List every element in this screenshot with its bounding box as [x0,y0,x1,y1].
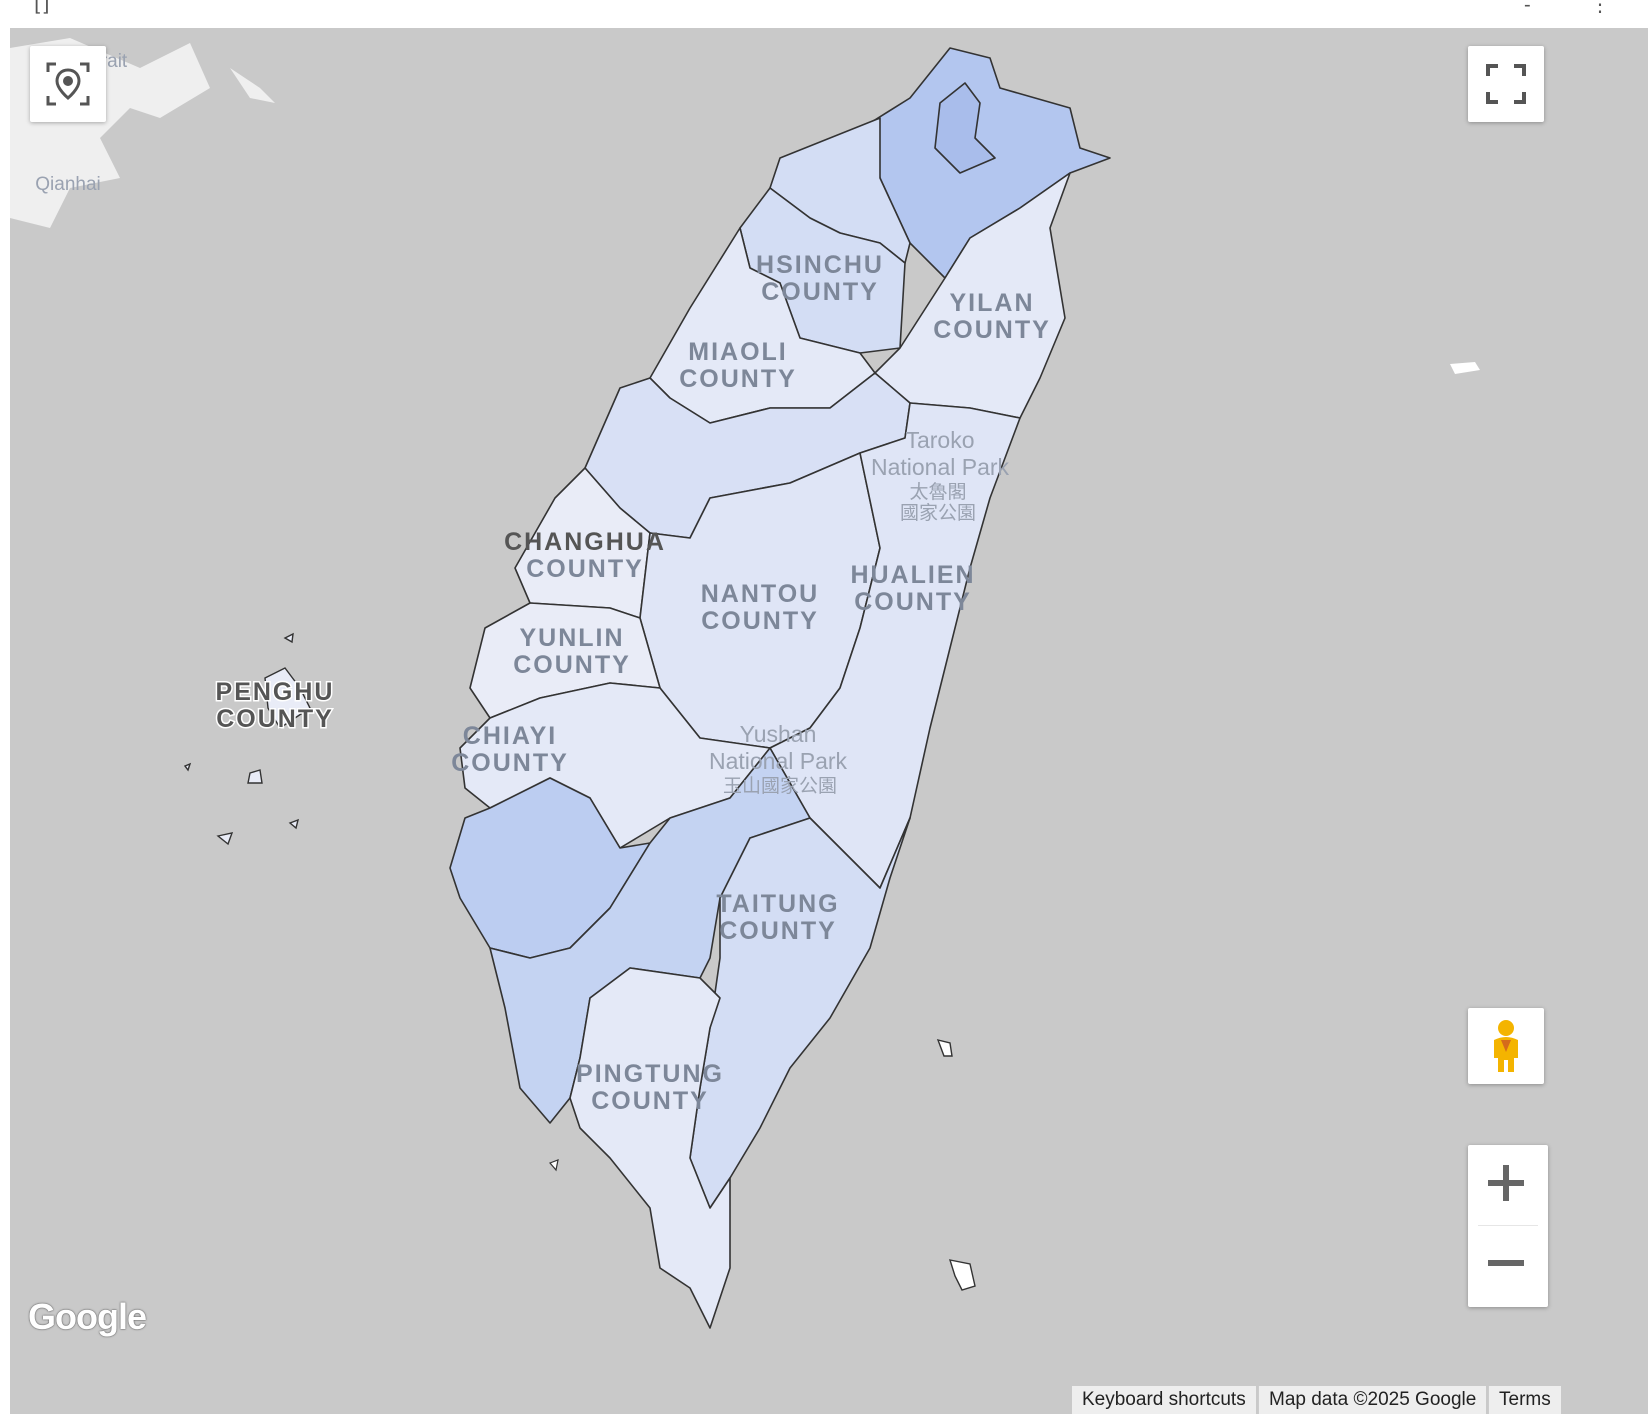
zoom-in-button[interactable] [1468,1145,1548,1225]
street-view-pegman-button[interactable] [1468,1008,1544,1084]
zoom-out-button[interactable] [1468,1225,1548,1305]
plus-icon [1488,1165,1524,1201]
label-miaoli-line2: COUNTY [679,365,797,393]
islet [230,68,275,103]
region-taipei[interactable] [934,82,996,174]
label-yushan-line3: 玉山國家公園 [723,775,837,797]
liuqiu-island [548,1159,559,1172]
label-taroko-line1: Taroko [905,427,974,453]
zoom-separator [1478,1225,1538,1226]
label-changhua-line2: COUNTY [526,555,644,583]
label-yunlin-line2: COUNTY [513,651,631,679]
label-penghu-line1: PENGHU [216,678,335,706]
label-hualien-line2: COUNTY [854,588,972,616]
label-taroko-line2: National Park [871,454,1010,480]
more-options-icon[interactable]: ⋮ [1590,0,1610,16]
region-pingtung[interactable] [569,967,731,1329]
label-yilan-line2: COUNTY [933,316,1051,344]
label-taitung-line2: COUNTY [719,917,837,945]
google-logo: Google [28,1296,147,1337]
map-svg[interactable]: HSINCHU COUNTY YILAN COUNTY MIAOLI COUNT… [10,28,1648,1414]
label-taitung-line1: TAITUNG [716,890,839,918]
label-nantou-line1: NANTOU [701,580,819,608]
zoom-control [1468,1145,1548,1307]
label-changhua-line1: CHANGHUA [504,528,666,556]
region-labels: HSINCHU COUNTY YILAN COUNTY MIAOLI COUNT… [214,251,1051,1115]
minus-icon [1488,1260,1524,1266]
county-regions [449,47,1111,1329]
fullscreen-button[interactable] [1468,46,1544,122]
toolbar-left-icon[interactable]: ⌊⌋ [34,0,50,16]
my-location-button[interactable] [30,46,106,122]
label-yushan-line2: National Park [709,748,848,774]
map-data-attribution: Map data ©2025 Google [1258,1386,1487,1414]
label-taroko-line3: 太魯閣 [909,481,966,503]
location-target-icon [46,62,90,106]
keyboard-shortcuts-link[interactable]: Keyboard shortcuts [1072,1386,1256,1414]
label-hsinchu-line2: COUNTY [761,278,879,306]
label-chiayi-line1: CHIAYI [463,722,557,750]
top-toolbar: ⌊⌋ - ⋮ [0,0,1648,28]
east-islet [1450,362,1480,374]
toolbar-minimize-icon[interactable]: - [1524,0,1531,16]
label-chiayi-line2: COUNTY [451,749,569,777]
label-yushan-line1: Yushan [740,721,817,747]
terms-link[interactable]: Terms [1488,1386,1561,1414]
penghu-islands [183,632,311,846]
fullscreen-icon [1486,64,1526,104]
label-pingtung-line2: COUNTY [591,1087,709,1115]
label-hsinchu-line1: HSINCHU [756,251,884,279]
pegman-icon [1494,1020,1518,1072]
label-yunlin-line1: YUNLIN [519,624,624,652]
label-hualien-line1: HUALIEN [850,561,975,589]
green-island [936,1038,953,1057]
map-canvas[interactable]: HSINCHU COUNTY YILAN COUNTY MIAOLI COUNT… [10,28,1648,1414]
label-yilan-line1: YILAN [950,289,1035,317]
label-taroko-line4: 國家公園 [900,502,976,524]
label-qianhai: Qianhai [35,174,101,195]
label-nantou-line2: COUNTY [701,607,819,635]
label-penghu-line2: COUNTY [216,705,334,733]
label-miaoli-line1: MIAOLI [688,338,788,366]
orchid-island [948,1259,976,1291]
label-pingtung-line1: PINGTUNG [576,1060,724,1088]
